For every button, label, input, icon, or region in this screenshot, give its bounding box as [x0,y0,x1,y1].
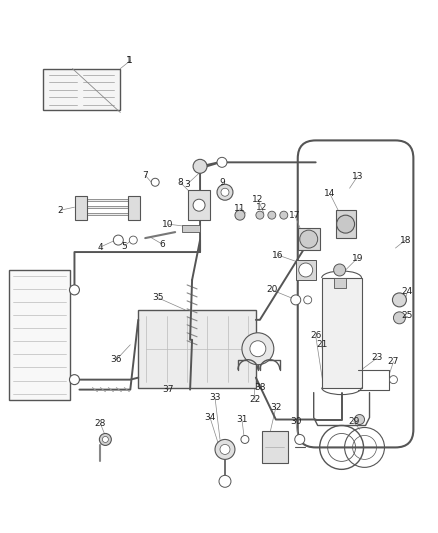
Bar [321,278,361,387]
Circle shape [70,375,79,385]
Circle shape [221,188,229,196]
Circle shape [151,178,159,186]
Circle shape [242,333,274,365]
Text: 27: 27 [388,357,399,366]
Text: 22: 22 [249,395,261,404]
Text: 7: 7 [142,171,148,180]
Bar [262,432,288,463]
Text: 20: 20 [266,286,278,294]
Text: 3: 3 [184,180,190,189]
Text: 30: 30 [290,417,301,426]
Circle shape [268,211,276,219]
Text: 31: 31 [236,415,247,424]
Bar [75,196,88,220]
Text: 8: 8 [177,178,183,187]
Text: 32: 32 [270,403,282,412]
Bar [128,196,140,220]
Text: 12: 12 [256,203,268,212]
Text: 18: 18 [399,236,411,245]
Text: 24: 24 [402,287,413,296]
Bar [334,278,346,288]
Circle shape [99,433,111,446]
Text: 12: 12 [252,195,264,204]
Text: 10: 10 [162,220,174,229]
Text: 36: 36 [110,355,122,364]
Circle shape [217,157,227,167]
Text: 38: 38 [254,383,265,392]
Circle shape [113,235,124,245]
Circle shape [220,445,230,455]
Bar [182,225,200,232]
Circle shape [70,285,79,295]
Text: 19: 19 [352,254,363,263]
Text: 6: 6 [159,239,165,248]
Text: 28: 28 [95,419,106,428]
Text: 26: 26 [310,332,321,340]
Bar [298,228,320,250]
Bar [138,310,256,387]
Text: 35: 35 [152,293,164,302]
Text: 14: 14 [324,189,336,198]
Circle shape [193,199,205,211]
Text: 23: 23 [372,353,383,362]
Text: 29: 29 [348,417,359,426]
Circle shape [304,296,312,304]
Circle shape [337,215,355,233]
Circle shape [392,293,406,307]
Bar [336,210,356,238]
Circle shape [102,437,108,442]
Circle shape [219,475,231,487]
Bar [9,270,71,400]
Text: 5: 5 [121,241,127,251]
Text: 33: 33 [209,393,221,402]
Bar [42,69,120,110]
Circle shape [295,434,305,445]
Circle shape [299,263,313,277]
Circle shape [217,184,233,200]
Circle shape [235,210,245,220]
Bar [296,260,316,280]
Circle shape [250,341,266,357]
Circle shape [215,439,235,459]
Circle shape [193,159,207,173]
Text: 34: 34 [205,413,216,422]
Circle shape [291,295,301,305]
Text: 9: 9 [219,178,225,187]
Text: 37: 37 [162,385,174,394]
Text: 16: 16 [272,251,283,260]
Circle shape [393,312,406,324]
Text: 11: 11 [234,204,246,213]
Circle shape [280,211,288,219]
Text: 25: 25 [402,311,413,320]
Text: 1: 1 [127,56,133,65]
Circle shape [129,236,137,244]
Circle shape [300,230,318,248]
Text: 4: 4 [98,243,103,252]
Circle shape [334,264,346,276]
Text: 2: 2 [58,206,64,215]
Bar [188,190,210,220]
Circle shape [355,415,364,424]
Circle shape [241,435,249,443]
Circle shape [256,211,264,219]
Text: 21: 21 [316,340,327,349]
Text: 1: 1 [127,56,132,65]
Text: 13: 13 [352,172,363,181]
Text: 17: 17 [289,211,300,220]
Circle shape [389,376,397,384]
